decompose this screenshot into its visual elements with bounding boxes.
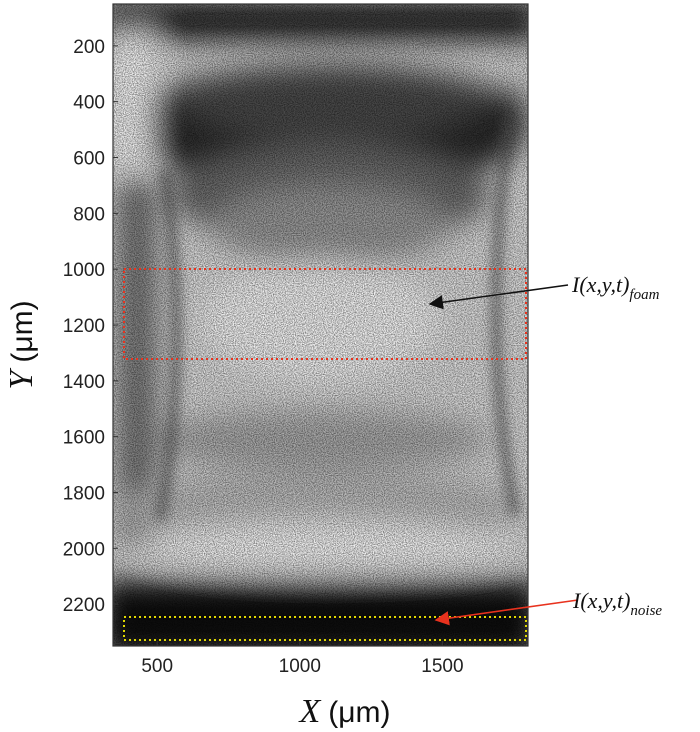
y-tick-label: 1000 <box>63 260 105 281</box>
x-tick-label: 1000 <box>279 656 321 677</box>
x-axis-ticks: 500 1000 1500 <box>141 641 464 677</box>
y-tick-label: 2200 <box>63 595 105 616</box>
xray-image <box>113 4 528 646</box>
x-tick-label: 500 <box>141 656 173 677</box>
y-tick-label: 400 <box>73 93 105 114</box>
y-tick-label: 800 <box>73 204 105 225</box>
x-tick-label: 1500 <box>421 656 463 677</box>
y-tick-label: 600 <box>73 149 105 170</box>
foam-roi-box <box>123 268 527 360</box>
foam-annotation: I(x,y,t)foam <box>571 272 660 303</box>
foam-arrow <box>428 284 569 310</box>
noise-roi-box <box>123 616 527 641</box>
noise-annotation: I(x,y,t)noise <box>572 588 662 619</box>
y-axis-label: Y(μm) <box>3 300 40 389</box>
y-tick-label: 1400 <box>63 372 105 393</box>
x-axis-label: X (μm) <box>297 693 390 730</box>
y-axis-ticks: 200 400 600 800 1000 1200 1400 1600 1800 2000 2200 <box>63 37 118 616</box>
y-tick-label: 1600 <box>63 428 105 449</box>
y-tick-label: 2000 <box>63 539 105 560</box>
y-tick-label: 1200 <box>63 316 105 337</box>
y-tick-label: 200 <box>73 37 105 58</box>
noise-arrow <box>434 599 579 626</box>
y-tick-label: 1800 <box>63 483 105 504</box>
